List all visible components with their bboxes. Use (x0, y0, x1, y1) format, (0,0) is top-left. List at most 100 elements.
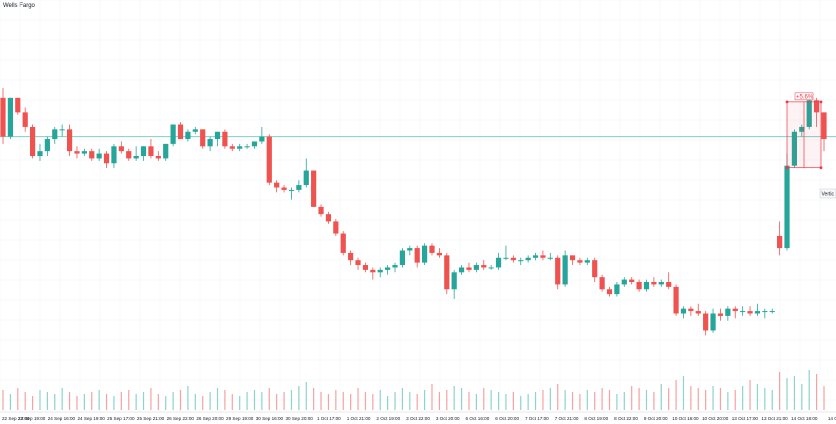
volume-bar (727, 392, 729, 410)
x-tick-label: 3 Oct 22:00 (406, 416, 430, 421)
x-tick-label: 13 Oct 17:00 (732, 416, 759, 421)
volume-bar (808, 370, 810, 410)
volume-bar (120, 392, 122, 410)
volume-bar (416, 394, 418, 410)
candle-body (163, 143, 169, 159)
candle-body (7, 97, 13, 137)
volume-bar (9, 394, 11, 410)
volume-bar (179, 390, 182, 410)
candle-body (274, 182, 280, 188)
volume-bar (253, 390, 256, 410)
candle-body (791, 131, 798, 166)
volume-bar (616, 394, 618, 410)
volume-bar (571, 392, 574, 410)
candle-body (636, 282, 642, 290)
candle-body (318, 206, 324, 215)
volume-bar (83, 394, 85, 410)
volume-bar (261, 392, 263, 410)
volume-bar (224, 390, 226, 410)
candle-body (643, 282, 650, 290)
x-tick-label: 1 Oct 21:00 (347, 416, 371, 421)
candle-body (222, 131, 228, 147)
volume-bar (697, 388, 699, 410)
candle-body (96, 153, 102, 159)
candle-body (0, 97, 6, 137)
candle-body (303, 170, 309, 186)
volume-bar (549, 388, 551, 410)
volume-bar (705, 390, 707, 410)
candle-body (407, 248, 413, 251)
volume-bar (497, 392, 500, 410)
candle-body (74, 151, 80, 154)
volume-bar (246, 392, 248, 410)
volume-bar (816, 374, 818, 410)
volume-bar (276, 394, 278, 410)
candle-body (695, 311, 701, 314)
volume-bar (638, 388, 640, 410)
measure-handle (785, 100, 789, 104)
candle-body (569, 255, 576, 261)
x-tick-label: 3 Oct 20:00 (436, 416, 460, 421)
x-tick-label: 26 Sep 20:00 (196, 416, 224, 421)
volume-bars (2, 370, 825, 410)
candle-body (688, 308, 694, 312)
candle-body (29, 126, 36, 156)
volume-bar (453, 386, 455, 410)
volume-bar (357, 388, 359, 410)
candle-body (429, 245, 435, 253)
measure-handle (819, 166, 823, 170)
candle-body (658, 282, 664, 285)
candle-body (333, 221, 339, 234)
candle-body (473, 265, 479, 270)
volume-bar (194, 394, 196, 410)
candle-body (599, 277, 605, 290)
volume-bar (209, 392, 211, 410)
x-tick-label: 1 Oct 17:00 (317, 416, 341, 421)
x-tick-label: 22 Sep 22:00 (2, 416, 30, 421)
x-tick-label: 24 Sep 19:00 (77, 416, 105, 421)
candle-body (66, 129, 73, 152)
candle-body (385, 267, 391, 270)
volume-bar (564, 390, 566, 410)
volume-bar (653, 392, 655, 410)
candle-body (348, 252, 354, 261)
volume-bar (216, 388, 219, 410)
volume-bar (490, 390, 492, 410)
measure-tool[interactable]: +5.6% Vertic (785, 92, 836, 199)
volume-bar (283, 392, 285, 410)
candle-body (155, 156, 161, 159)
volume-bar (31, 396, 34, 410)
candle-body (325, 214, 332, 222)
volume-bar (446, 390, 448, 410)
x-tick-label: 14 Oct 18:00 (791, 416, 818, 421)
volume-bar (17, 388, 19, 410)
volume-bar (594, 392, 596, 410)
candle-body (451, 272, 457, 290)
volume-bar (142, 392, 145, 410)
candle-body (148, 146, 154, 156)
volume-bar (520, 396, 522, 410)
candle-body (799, 126, 805, 132)
volume-bar (239, 396, 241, 410)
volume-bar (801, 384, 803, 410)
candle-body (555, 257, 561, 285)
volume-bar (423, 390, 426, 410)
measure-handle (785, 166, 789, 170)
volume-bar (128, 390, 130, 410)
volume-bar (202, 396, 204, 410)
x-tick-label: 6 Oct 16:00 (466, 416, 490, 421)
candle-body (15, 97, 21, 113)
candle-body (703, 313, 709, 331)
volume-bar (157, 394, 159, 410)
candle-body (311, 170, 317, 207)
volume-bar (542, 390, 544, 410)
volume-bar (379, 390, 381, 410)
candle-body (103, 153, 110, 164)
candle-body (185, 131, 191, 140)
candle-body (133, 156, 139, 159)
candle-body (717, 313, 724, 316)
candle-body (421, 245, 428, 263)
